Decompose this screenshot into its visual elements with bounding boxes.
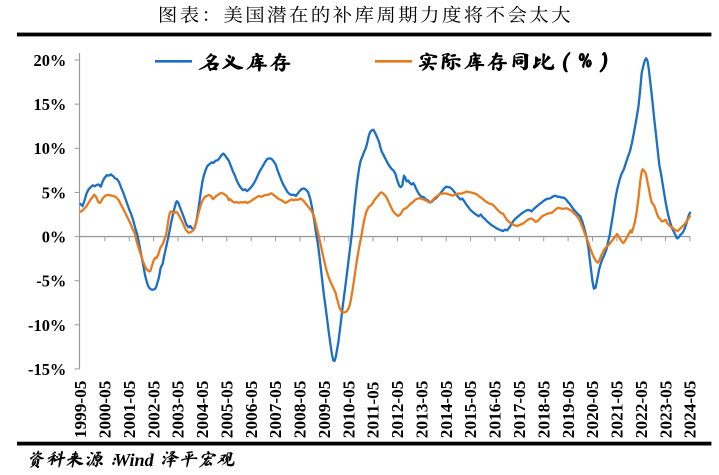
svg-text:2024-05: 2024-05 [681, 381, 700, 439]
svg-text:2004-05: 2004-05 [193, 381, 212, 439]
svg-text:15%: 15% [34, 95, 67, 114]
svg-text:2016-05: 2016-05 [486, 381, 505, 439]
svg-text:2021-05: 2021-05 [608, 381, 627, 439]
svg-text:-10%: -10% [28, 316, 66, 335]
svg-text:20%: 20% [34, 51, 67, 70]
svg-text:2005-05: 2005-05 [217, 381, 236, 439]
svg-text:2012-05: 2012-05 [388, 381, 407, 439]
svg-text:2011-05: 2011-05 [364, 382, 383, 439]
svg-text:10%: 10% [34, 139, 67, 158]
svg-text:0%: 0% [42, 227, 67, 246]
svg-text:-5%: -5% [36, 272, 66, 291]
svg-text:1999-05: 1999-05 [71, 381, 90, 439]
svg-text:5%: 5% [42, 183, 67, 202]
svg-text:Wind: Wind [114, 450, 155, 470]
svg-text:2018-05: 2018-05 [534, 381, 553, 439]
svg-text:2008-05: 2008-05 [291, 381, 310, 439]
svg-text:2017-05: 2017-05 [510, 381, 529, 439]
svg-text:2015-05: 2015-05 [461, 381, 480, 439]
svg-text:2013-05: 2013-05 [412, 381, 431, 439]
svg-text:2007-05: 2007-05 [266, 381, 285, 439]
svg-text:2009-05: 2009-05 [315, 381, 334, 439]
svg-text:2010-05: 2010-05 [339, 381, 358, 439]
svg-text:-15%: -15% [28, 360, 66, 379]
svg-text:2020-05: 2020-05 [583, 381, 602, 439]
svg-text:2023-05: 2023-05 [656, 381, 675, 439]
svg-text:2006-05: 2006-05 [242, 381, 261, 439]
svg-text:2014-05: 2014-05 [437, 381, 456, 439]
svg-text:2019-05: 2019-05 [559, 381, 578, 439]
svg-text:2002-05: 2002-05 [144, 381, 163, 439]
svg-text:2022-05: 2022-05 [632, 381, 651, 439]
svg-text:2003-05: 2003-05 [169, 381, 188, 439]
svg-text:2001-05: 2001-05 [120, 381, 139, 439]
svg-text:2000-05: 2000-05 [96, 381, 115, 439]
